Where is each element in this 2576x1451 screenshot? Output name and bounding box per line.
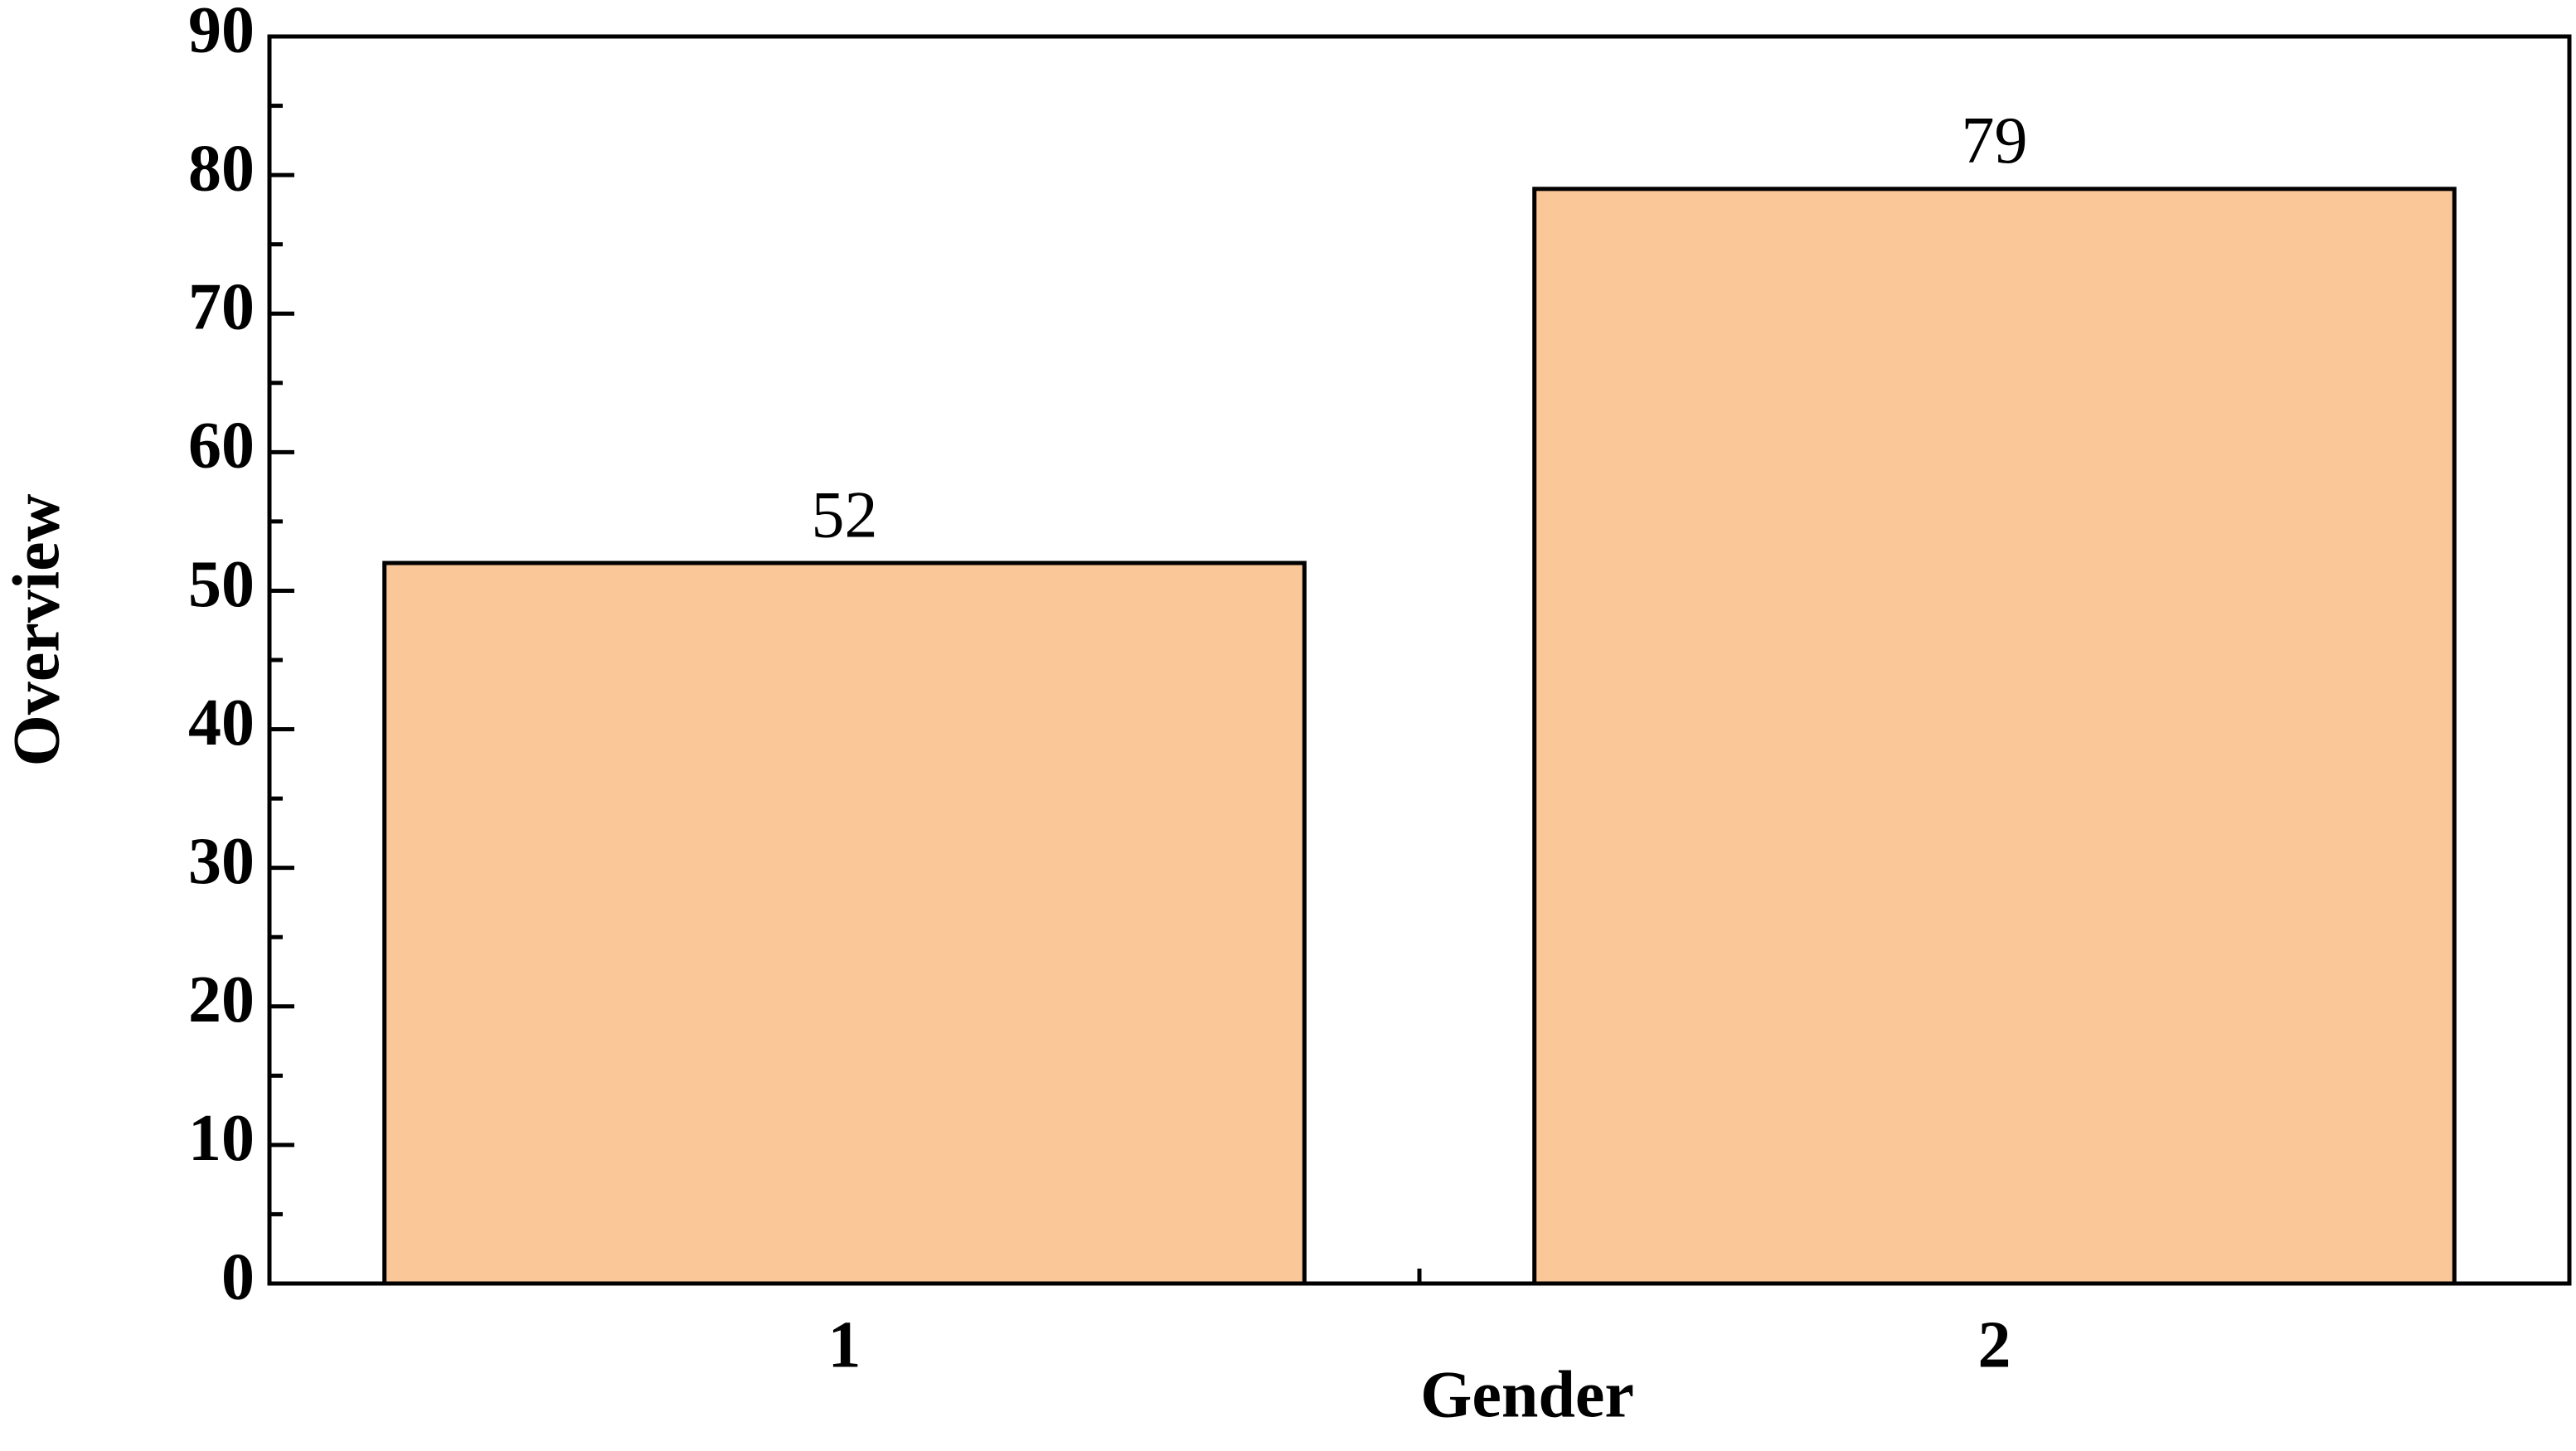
x-tick-label: 1 xyxy=(828,1308,861,1381)
y-tick-label: 80 xyxy=(188,132,255,205)
bar xyxy=(1532,187,2457,1286)
y-tick-label: 60 xyxy=(188,410,255,483)
y-tick-label: 40 xyxy=(188,687,255,759)
x-tick-label: 2 xyxy=(1978,1308,2011,1381)
value-label: 52 xyxy=(812,478,878,551)
x-axis-title: Gender xyxy=(1420,1358,1634,1431)
y-tick-label: 90 xyxy=(188,0,255,66)
y-axis-title: Overview xyxy=(0,493,73,766)
y-tick-label: 20 xyxy=(188,963,255,1036)
value-label: 79 xyxy=(1962,104,2028,177)
y-tick-label: 0 xyxy=(221,1240,255,1313)
y-tick-label: 50 xyxy=(188,548,255,621)
y-tick-label: 10 xyxy=(188,1102,255,1175)
y-tick-label: 70 xyxy=(188,271,255,344)
plot-frame xyxy=(267,34,2572,1286)
bar xyxy=(382,561,1307,1286)
y-tick-label: 30 xyxy=(188,825,255,898)
